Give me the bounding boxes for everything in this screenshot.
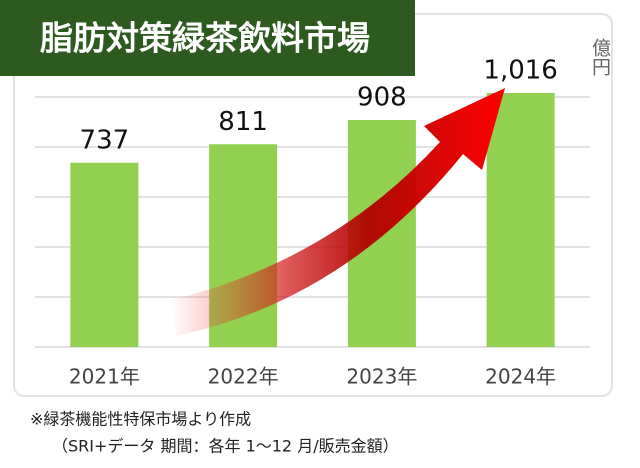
note: ※緑茶機能性特保市場より作成 [30,410,251,429]
labels: 2021年 737 2022年 811 2023年 908 2024年 1,016 [69,56,558,389]
bar [486,93,555,347]
x-tick-label: 2024年 [485,365,556,389]
x-tick-label: 2022年 [208,365,279,389]
unit-label: 億円 [589,38,611,76]
value-label: 908 [357,83,407,113]
value-label: 737 [80,125,130,155]
growth-arrow [170,88,505,336]
x-tick-label: 2021年 [69,365,140,389]
note: （SRI+データ 期間：各年 1～12 月/販売金額） [52,437,399,456]
value-label: 811 [218,107,268,137]
value-label: 1,016 [483,56,557,86]
title-banner [0,0,415,76]
chart-title: 脂肪対策緑茶飲料市場 [40,19,370,58]
bar [70,162,139,347]
x-tick-label: 2023年 [346,365,417,389]
